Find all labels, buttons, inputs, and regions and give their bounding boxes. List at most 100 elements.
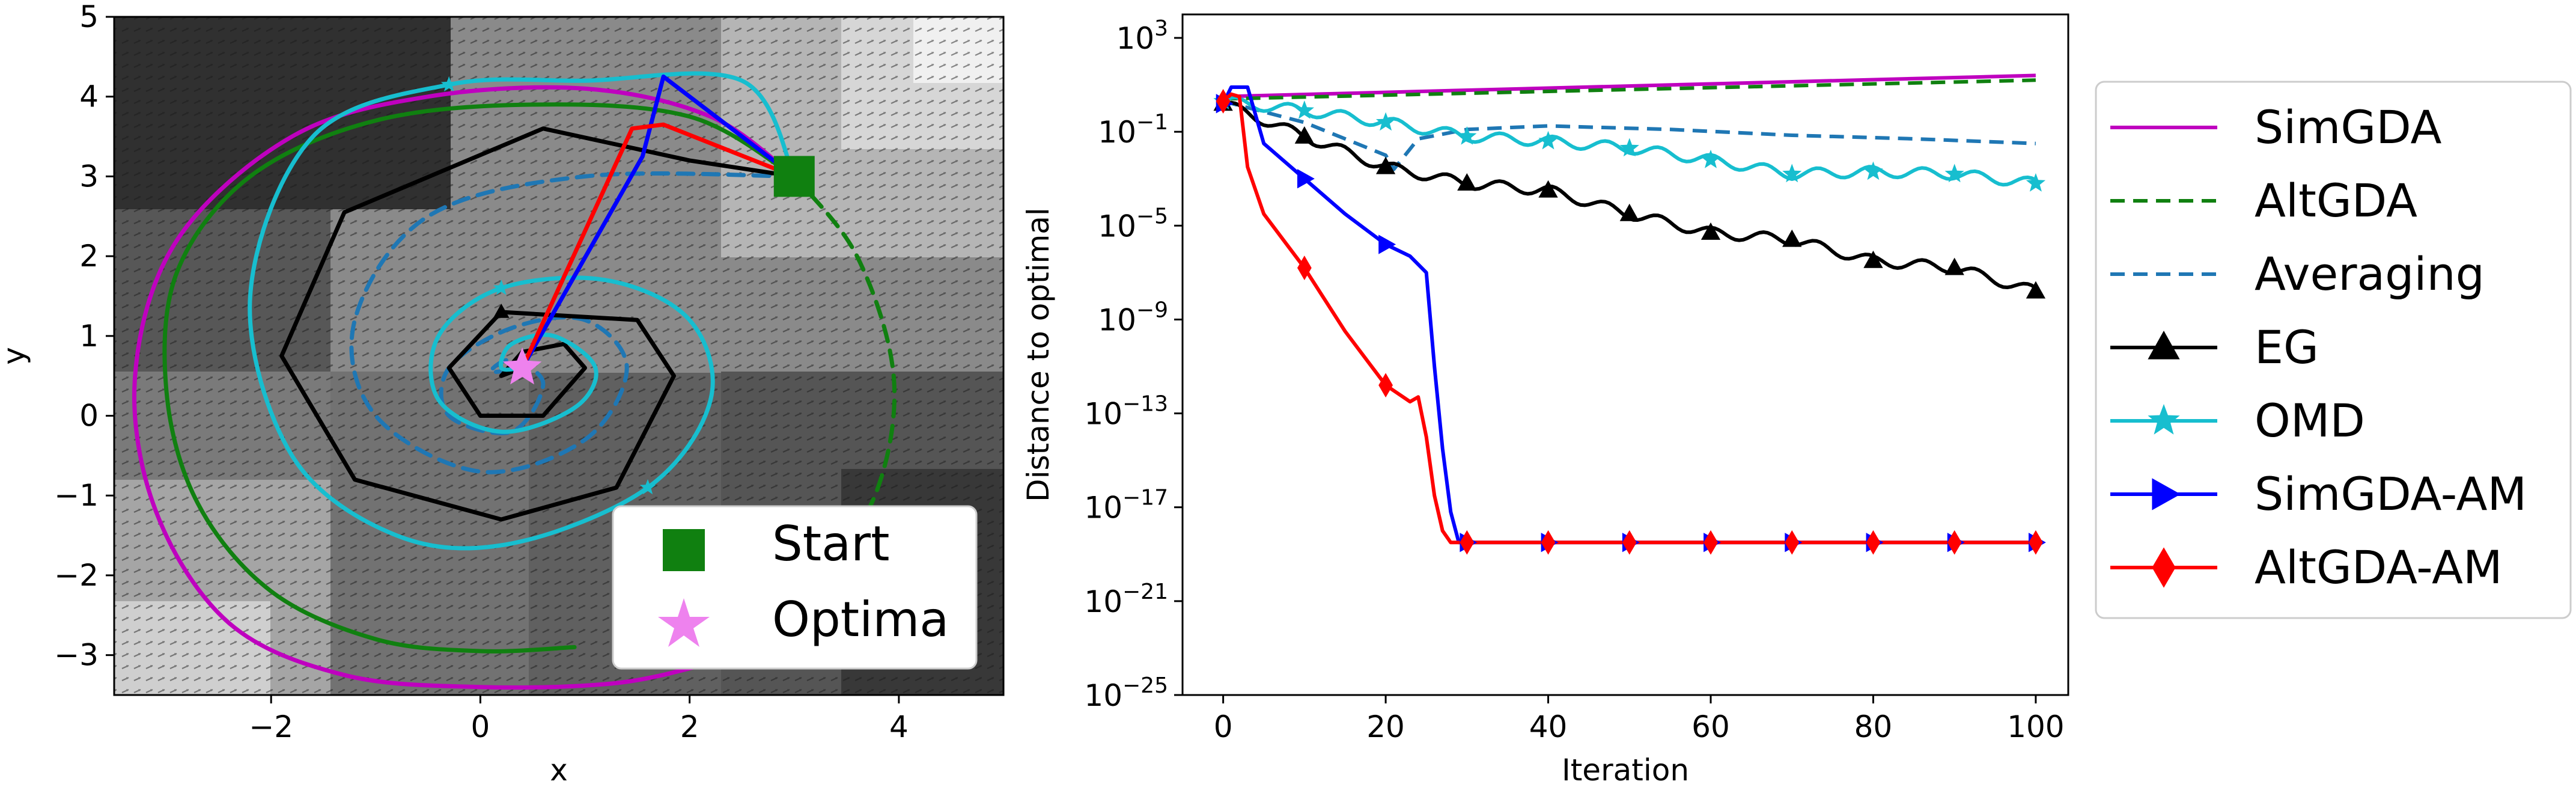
left-ytick-label: 3 <box>79 159 99 194</box>
right-marker-omd <box>1457 126 1477 145</box>
left-xlabel: x <box>550 753 568 788</box>
right-xtick-label: 60 <box>1691 709 1730 744</box>
legend-item-averaging: Averaging <box>2110 247 2485 301</box>
right-xtick-label: 80 <box>1854 709 1893 744</box>
right-marker-altgda-am <box>1216 89 1231 114</box>
right-marker-eg <box>2026 281 2046 299</box>
legend-label: SimGDA-AM <box>2255 467 2527 521</box>
right-xtick-label: 20 <box>1366 709 1405 744</box>
right-ytick-label: 10−21 <box>1084 580 1168 619</box>
legend-optima-label: Optima <box>772 592 949 648</box>
right-ytick-label: 10−9 <box>1098 298 1168 337</box>
legend-item-simgda-am: SimGDA-AM <box>2110 467 2527 521</box>
left-omd-point-marker <box>440 76 457 92</box>
left-ytick-label: 2 <box>79 239 99 274</box>
right-marker-omd <box>1863 161 1883 180</box>
right-marker-omd <box>2026 173 2046 192</box>
right-marker-altgda-am <box>1785 530 1800 555</box>
left-series-simgda-am <box>520 75 797 370</box>
right-xlabel: Iteration <box>1562 753 1689 788</box>
right-panel: 0 20 40 60 80 100 103 10−1 10−5 10−9 10−13 10−17 10−… <box>1021 13 2069 788</box>
right-marker-eg <box>1619 203 1639 221</box>
right-marker-simgda-am <box>1378 234 1396 254</box>
legend-label: EG <box>2255 320 2319 374</box>
left-ytick-label: −1 <box>54 478 99 513</box>
right-ylabel: Distance to optimal <box>1021 207 1056 502</box>
right-marker-altgda-am <box>2029 530 2043 555</box>
right-marker-omd <box>1538 130 1558 150</box>
right-marker-eg <box>1294 126 1314 144</box>
right-marker-eg <box>1944 257 1964 275</box>
left-omd-point-marker <box>639 479 656 495</box>
right-marker-eg <box>1375 156 1396 174</box>
right-legend: SimGDA AltGDA Averaging EG OMD SimGDA-AM AltGD… <box>2095 81 2572 619</box>
left-eg-point-marker <box>493 304 510 318</box>
left-series-simgda <box>132 85 797 690</box>
legend-marker <box>2148 404 2180 435</box>
right-ticks: 0 20 40 60 80 100 103 10−1 10−5 10−9 10−13 10−17 10−… <box>1084 16 2064 744</box>
right-marker-omd <box>1944 164 1964 183</box>
left-ytick-label: −2 <box>54 558 99 593</box>
right-marker-eg <box>1457 173 1477 191</box>
left-legend: Start Optima <box>612 505 978 670</box>
right-xtick-label: 40 <box>1529 709 1568 744</box>
right-marker-omd <box>1294 100 1314 119</box>
left-series-omd <box>248 71 797 551</box>
right-marker-altgda-am <box>1866 530 1881 555</box>
legend-optima-marker <box>658 598 710 647</box>
legend-marker <box>2152 547 2176 588</box>
right-xtick-label: 0 <box>1214 709 1233 744</box>
legend-label: OMD <box>2255 394 2365 447</box>
right-ytick-label: 10−17 <box>1084 486 1168 525</box>
legend-start-marker <box>663 529 705 571</box>
right-marker-eg <box>1538 180 1558 198</box>
legend-label: AltGDA <box>2255 174 2417 227</box>
right-legend-items: SimGDA AltGDA Averaging EG OMD SimGDA-AM AltGD… <box>2110 100 2527 594</box>
legend-start-label: Start <box>772 516 889 572</box>
right-marker-eg <box>1701 222 1721 240</box>
left-panel: −2 0 2 4 −3 −2 −1 0 1 2 3 4 5 x y Start Optima <box>0 0 1005 788</box>
right-xtick-label: 100 <box>2007 709 2064 744</box>
legend-item-altgda: AltGDA <box>2110 174 2417 227</box>
right-marker-altgda-am <box>1460 530 1475 555</box>
right-marker-simgda-am <box>1297 169 1315 189</box>
left-ytick-label: −3 <box>54 638 99 673</box>
left-axes-frame <box>113 16 1005 696</box>
right-marker-eg <box>1782 229 1802 247</box>
right-marker-altgda-am <box>1704 530 1718 555</box>
left-xtick-label: −2 <box>249 709 293 744</box>
right-series-simgda <box>1223 73 2036 99</box>
right-marker-altgda-am <box>1297 256 1312 280</box>
left-xtick-label: 4 <box>889 709 909 744</box>
start-marker <box>773 156 815 197</box>
legend-label: Averaging <box>2255 247 2485 301</box>
markers <box>502 156 815 385</box>
legend-label: SimGDA <box>2255 100 2441 154</box>
legend-item-omd: OMD <box>2110 394 2365 447</box>
left-ticks: −2 0 2 4 −3 −2 −1 0 1 2 3 4 5 <box>54 0 909 744</box>
right-ytick-label: 10−13 <box>1084 392 1168 432</box>
legend-item-altgda-am: AltGDA-AM <box>2110 540 2503 594</box>
left-ylabel: y <box>0 347 31 365</box>
left-xtick-label: 2 <box>680 709 699 744</box>
right-marker-omd <box>1375 112 1396 131</box>
left-ytick-label: 5 <box>79 0 99 34</box>
left-series-eg <box>279 126 797 522</box>
left-ytick-label: 1 <box>79 319 99 354</box>
legend-marker <box>2148 331 2180 360</box>
right-series-markers <box>1213 89 2046 555</box>
left-series-averaging <box>349 171 797 474</box>
right-marker-omd <box>1619 138 1639 157</box>
legend-item-eg: EG <box>2110 320 2319 374</box>
left-omd-point-marker <box>493 280 510 295</box>
right-marker-altgda-am <box>1947 530 1962 555</box>
right-marker-altgda-am <box>1378 373 1393 398</box>
legend-label: AltGDA-AM <box>2255 540 2503 594</box>
left-series-altgda-am <box>520 122 797 370</box>
left-ytick-label: 4 <box>79 79 99 114</box>
left-ytick-label: 0 <box>79 399 99 433</box>
right-axes-frame <box>1181 13 2069 696</box>
right-ytick-label: 10−25 <box>1084 673 1168 713</box>
right-marker-eg <box>1863 250 1883 268</box>
right-marker-altgda-am <box>1541 530 1556 555</box>
